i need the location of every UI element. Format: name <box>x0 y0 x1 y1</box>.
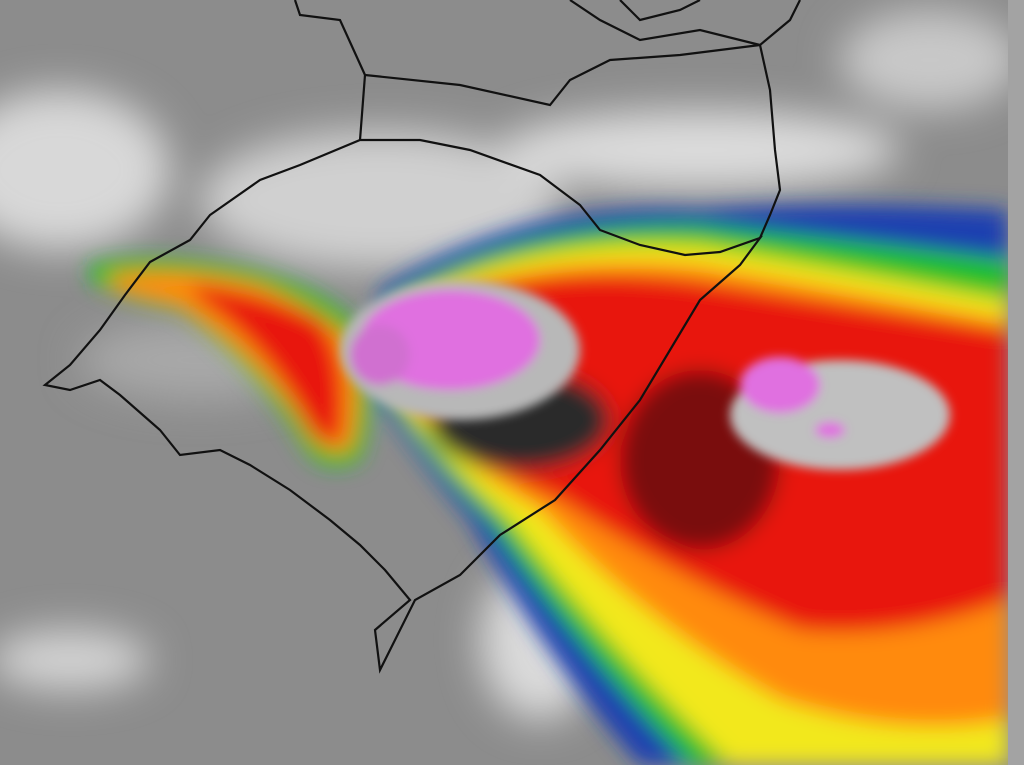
gray-clouds <box>0 10 1008 720</box>
rio-grande-do-sul-boundary <box>42 138 764 674</box>
parana-boundary <box>569 0 801 47</box>
convective-cores <box>340 280 950 470</box>
santa-catarina-boundary <box>293 0 782 239</box>
right-edge-strip <box>1008 0 1024 765</box>
state-boundaries <box>42 0 801 674</box>
